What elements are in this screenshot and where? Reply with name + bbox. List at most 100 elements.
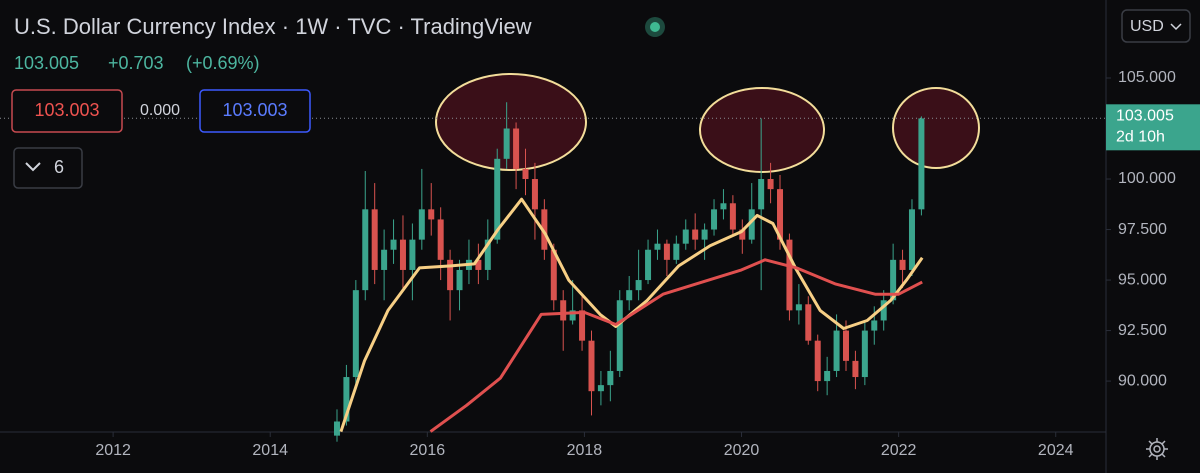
candle-body [494,158,501,240]
chevron-icon [25,162,41,172]
candle-body [645,249,652,281]
candle-body [362,209,369,291]
candle-body [513,128,520,169]
annotation-ellipse [892,87,980,169]
y-tick-label: 105.000 [1118,69,1176,86]
buy-price[interactable]: 103.003 [222,100,287,120]
chart-title: U.S. Dollar Currency Index · 1W · TVC · … [14,14,532,39]
y-tick-label: 90.000 [1118,372,1167,389]
candle-body [908,209,915,270]
sell-price[interactable]: 103.003 [34,100,99,120]
indicator-count[interactable]: 6 [54,157,64,177]
candle-body [861,330,868,378]
plot [0,102,1106,442]
candle-body [663,243,670,260]
candle-body [682,229,689,244]
spread: 0.000 [140,102,180,119]
last-price: 103.005 [14,53,79,73]
x-tick-label: 2014 [252,442,288,459]
candle-body [890,259,897,301]
y-tick-label: 100.000 [1118,170,1176,187]
y-tick-label: 92.500 [1118,322,1167,339]
dropdown-icon [1170,23,1182,31]
candle-body [871,320,878,331]
price-tag-value: 103.005 [1116,108,1174,125]
annotations [435,73,980,173]
candle-body [748,209,755,240]
x-tick-label: 2024 [1038,442,1074,459]
candle-body [569,310,576,321]
candle-body [607,370,614,386]
candle-body [531,179,538,210]
moving-average-line [429,258,923,433]
candle-body [503,128,510,159]
candle-body [343,377,350,422]
candle-body [795,304,802,311]
candle-body [484,239,491,270]
candle-body [381,249,388,270]
price-tag [1106,104,1200,151]
candle-body [409,239,416,270]
gear-teeth [1146,438,1168,460]
x-tick-label: 2020 [724,442,760,459]
candle-body [541,209,548,250]
sell-button[interactable] [11,89,123,133]
moving-average-line [339,197,924,433]
indicators-toggle[interactable] [13,147,83,189]
candle-body [824,370,831,382]
candle-body [333,421,340,436]
candle-body [767,179,774,190]
candle-body [437,219,444,260]
candle-body [739,229,746,240]
candle-body [475,259,482,270]
candle-body [711,209,718,230]
currency-dropdown[interactable] [1121,9,1191,43]
y-tick-label: 95.000 [1118,271,1167,288]
candle-body [720,203,727,210]
x-tick-label: 2012 [95,442,131,459]
candle-body [777,189,784,240]
price-change-pct: (+0.69%) [186,53,260,73]
candle-body [428,209,435,220]
candle-body [805,304,812,341]
annotation-ellipse [699,87,825,173]
candle-body [842,330,849,361]
candle-body [626,290,633,301]
x-tick-label: 2018 [567,442,603,459]
candle-body [616,300,623,371]
candle-body [880,300,887,321]
candle-body [729,203,736,230]
candle-body [456,269,463,291]
currency-label[interactable]: USD [1130,18,1164,35]
candle-body [833,330,840,371]
x-tick-label: 2022 [881,442,917,459]
candle-body [550,249,557,301]
candle-body [654,243,661,250]
candle-body [692,229,699,240]
candle-body [579,310,586,341]
candle-body [447,259,454,291]
candle-body [701,229,708,240]
candle-body [588,340,595,392]
candle-body [418,209,425,240]
y-tick-label: 97.500 [1118,221,1167,238]
annotation-ellipse [435,73,587,171]
price-change: +0.703 [108,53,164,73]
gear-hub [1153,445,1161,453]
candle-body [399,239,406,270]
candle-body [673,243,680,260]
status-dot-inner [650,22,660,32]
candle-body [522,168,529,180]
candle-body [899,259,906,270]
candle-body [560,300,567,321]
settings-icon[interactable] [1146,438,1168,460]
candle-body [814,340,821,382]
candle-body [390,239,397,250]
candle-body [786,239,793,311]
candle-body [852,360,859,378]
buy-button[interactable] [199,89,311,133]
candle-body [635,280,642,291]
